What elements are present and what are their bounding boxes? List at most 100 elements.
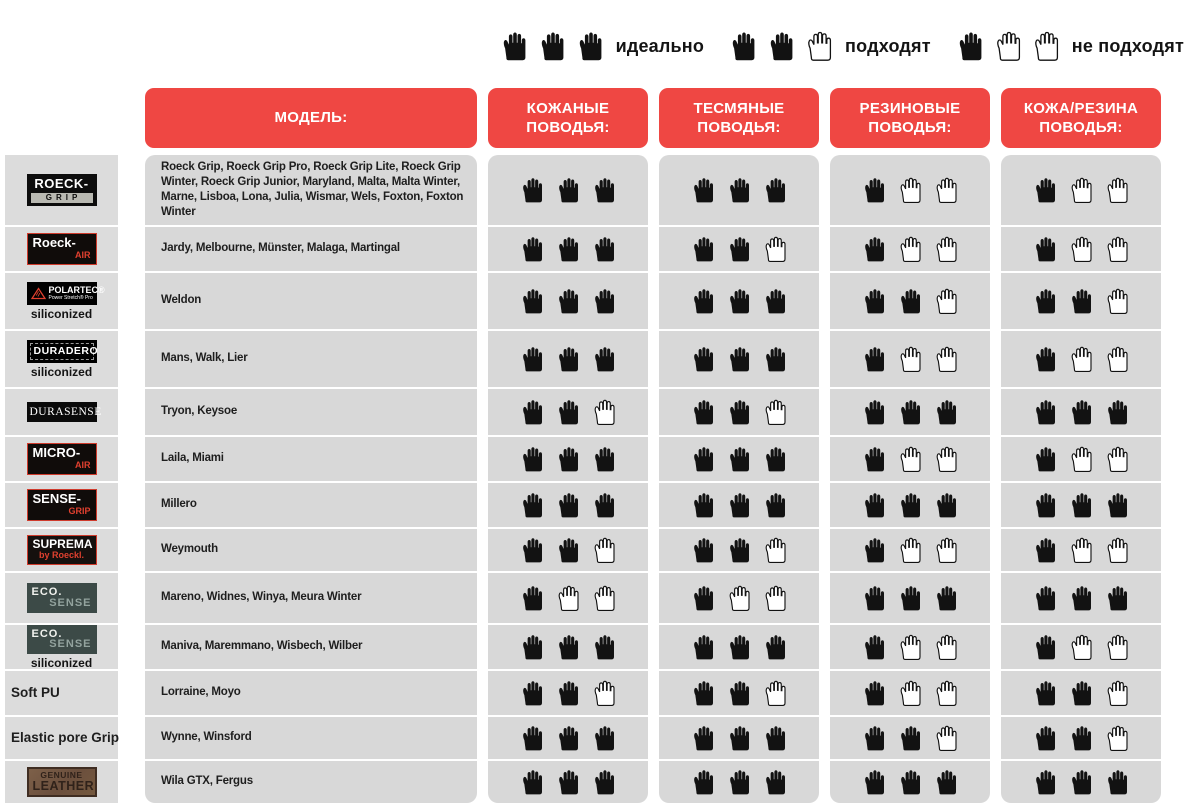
rating-cell-rubber-reins [830, 573, 990, 623]
rating-cell-leather-reins [488, 671, 648, 715]
hand-filled-icon [693, 346, 713, 371]
hand-filled-icon [594, 346, 614, 371]
hand-filled-icon [522, 446, 542, 471]
sidebar-material-label: Soft PU [11, 684, 60, 700]
hand-filled-icon [558, 399, 578, 424]
hand-filled-icon [1071, 399, 1091, 424]
hand-filled-icon [864, 634, 884, 659]
hand-filled-icon [864, 177, 884, 202]
hand-outline-icon [936, 446, 957, 472]
siliconized-label: siliconized [30, 307, 93, 322]
brand-logo-line: SENSE- [32, 491, 81, 507]
rating-cell-leather-rubber-reins [1001, 155, 1161, 225]
hand-filled-icon [770, 32, 793, 61]
model-cell: Millero [145, 483, 477, 527]
brand-logo-roeck: Roeck- AIR [26, 233, 97, 265]
rating-cell-webbing-reins [659, 389, 819, 435]
hand-filled-icon [558, 634, 578, 659]
rating-cell-leather-rubber-reins [1001, 573, 1161, 623]
hand-filled-icon [729, 769, 749, 794]
rating-cell-leather-rubber-reins [1001, 717, 1161, 759]
model-cell: Lorraine, Moyo [145, 671, 477, 715]
hand-filled-icon [1035, 346, 1055, 371]
hand-filled-icon [558, 236, 578, 261]
hand-filled-icon [959, 32, 982, 61]
hand-filled-icon [864, 585, 884, 610]
hand-outline-icon [900, 634, 921, 660]
hand-outline-icon [936, 680, 957, 706]
hand-filled-icon [900, 585, 920, 610]
model-cell: Weymouth [145, 529, 477, 571]
brand-logo-line: GENUINE [40, 769, 83, 780]
hand-filled-icon [594, 288, 614, 313]
hand-outline-icon [936, 236, 957, 262]
hand-outline-icon [936, 346, 957, 372]
hand-outline-icon [1107, 537, 1128, 563]
rating-cell-leather-rubber-reins [1001, 331, 1161, 387]
rating-cell-rubber-reins [830, 761, 990, 803]
hand-filled-icon [558, 288, 578, 313]
hand-filled-icon [1035, 177, 1055, 202]
hand-filled-icon [594, 236, 614, 261]
hand-outline-icon [765, 236, 786, 262]
column-header-webbing-reins: ТЕСМЯНЫЕ ПОВОДЬЯ: [659, 88, 819, 148]
sidebar-item: DURADERO siliconized [5, 331, 118, 387]
rating-cell-webbing-reins [659, 155, 819, 225]
hand-outline-icon [765, 680, 786, 706]
rating-cell-webbing-reins [659, 331, 819, 387]
hand-outline-icon [936, 725, 957, 751]
brand-logo-duradero: DURADERO [26, 339, 98, 364]
hand-filled-icon [1107, 399, 1127, 424]
hand-filled-icon [900, 288, 920, 313]
hand-filled-icon [558, 446, 578, 471]
brand-logo-sense: SENSE- GRIP [26, 489, 97, 521]
hand-outline-icon [1071, 537, 1092, 563]
column-header-rubber-reins: РЕЗИНОВЫЕ ПОВОДЬЯ: [830, 88, 990, 148]
hand-filled-icon [729, 288, 749, 313]
rating-cell-rubber-reins [830, 483, 990, 527]
model-cell: Maniva, Maremmano, Wisbech, Wilber [145, 625, 477, 669]
hand-filled-icon [693, 399, 713, 424]
rating-cell-webbing-reins [659, 529, 819, 571]
rating-cell-rubber-reins [830, 437, 990, 481]
table-row: Maniva, Maremmano, Wisbech, Wilber [145, 625, 1161, 669]
hand-filled-icon [558, 725, 578, 750]
rating-cell-leather-rubber-reins [1001, 625, 1161, 669]
rating-cell-webbing-reins [659, 671, 819, 715]
rating-cell-rubber-reins [830, 671, 990, 715]
rating-cell-webbing-reins [659, 573, 819, 623]
column-header-leather-reins: КОЖАНЫЕ ПОВОДЬЯ: [488, 88, 648, 148]
hand-filled-icon [693, 537, 713, 562]
table-body: Roeck Grip, Roeck Grip Pro, Roeck Grip L… [145, 155, 1161, 803]
brand-logo-line: Roeck- [32, 235, 76, 251]
table-row: Laila, Miami [145, 437, 1161, 481]
rating-cell-leather-rubber-reins [1001, 389, 1161, 435]
hand-filled-icon [1071, 288, 1091, 313]
table-row: Weymouth [145, 529, 1161, 571]
rating-cell-leather-reins [488, 273, 648, 329]
rating-cell-leather-reins [488, 331, 648, 387]
brand-logo-line: Power Stretch® Pro [48, 295, 93, 302]
hand-filled-icon [765, 346, 785, 371]
hand-filled-icon [1107, 585, 1127, 610]
hand-filled-icon [522, 399, 542, 424]
legend-label: не подходят [1071, 36, 1184, 56]
hand-filled-icon [864, 236, 884, 261]
hand-filled-icon [1071, 492, 1091, 517]
table-row: Mans, Walk, Lier [145, 331, 1161, 387]
hand-filled-icon [729, 399, 749, 424]
sidebar-item: POLARTEC® Power Stretch® Pro siliconized [5, 273, 118, 329]
sidebar-material-label: Elastic pore Grip [11, 729, 120, 745]
hand-filled-icon [729, 725, 749, 750]
hand-filled-icon [729, 236, 749, 261]
brand-logo-roeck-grip: ROECK- GRIP [26, 173, 97, 207]
hand-outline-icon [900, 177, 921, 203]
hand-outline-icon [936, 177, 957, 203]
rating-cell-rubber-reins [830, 155, 990, 225]
legend: идеально подходят не подходят [501, 31, 1184, 62]
sidebar-item: SUPREMA by Roeckl. [5, 529, 118, 571]
hand-filled-icon [864, 288, 884, 313]
hand-filled-icon [1035, 769, 1055, 794]
hand-outline-icon [1107, 446, 1128, 472]
table-row: Jardy, Melbourne, Münster, Malaga, Marti… [145, 227, 1161, 271]
